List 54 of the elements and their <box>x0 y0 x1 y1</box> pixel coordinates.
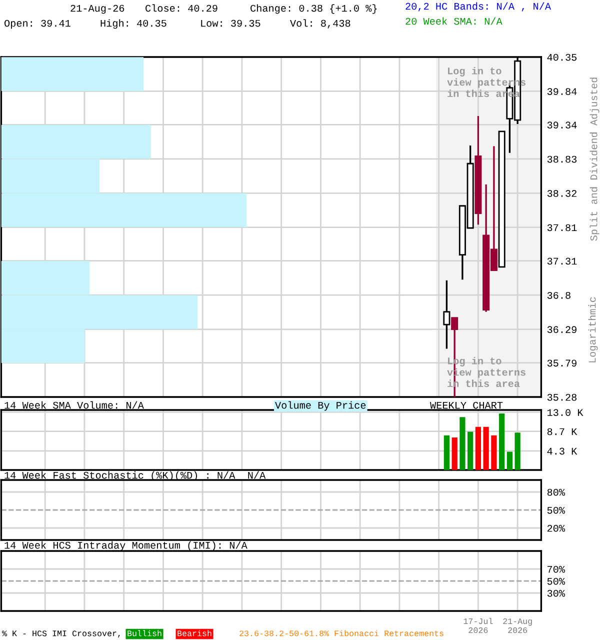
text: Close: 40.29 <box>146 4 218 12</box>
text: WEEKLY CHART <box>430 402 503 409</box>
bar <box>468 432 474 470</box>
text: 20 Week SMA: N/A <box>406 17 502 25</box>
bar <box>491 435 497 470</box>
x-tick-label: 21-Aug 2026 <box>503 618 532 634</box>
y-tick-label: 37.31 <box>547 258 577 265</box>
text: Bullish <box>128 630 162 636</box>
bar <box>506 452 513 470</box>
bar <box>452 438 458 470</box>
bar <box>499 414 505 470</box>
text: High: 40.35 <box>100 19 166 29</box>
y-tick-label: 70% <box>548 566 566 573</box>
y-tick-label: 40.35 <box>547 54 577 61</box>
text: 23.6-38.2-50-61.8% Fibonacci Retracements <box>240 630 444 636</box>
text: Open: 39.41 <box>4 20 70 29</box>
y-tick-label: 30% <box>547 590 566 597</box>
chart-title: 14 Week HCS Intraday Momentum (IMI): N/A <box>4 541 248 551</box>
text: % K - HCS IMI Crossover, <box>2 630 120 638</box>
text: Logarithmic <box>588 297 598 362</box>
bar <box>444 435 450 470</box>
text: Vol: 8,438 <box>290 19 350 28</box>
y-tick-label: 50% <box>547 506 566 514</box>
y-tick-label: 38.32 <box>547 190 576 197</box>
text: Low: 39.35 <box>201 20 260 27</box>
y-tick-label: 20% <box>547 524 566 532</box>
y-tick-label: 36.8 <box>547 292 570 299</box>
bar <box>475 426 482 470</box>
text: Bearish <box>178 630 212 636</box>
bar <box>1 57 144 92</box>
y-tick-label: 35.28 <box>547 394 577 401</box>
y-tick-label: 35.79 <box>547 360 576 367</box>
y-tick-label: 13.0 K <box>547 409 584 416</box>
y-axis-title: Split and Dividend Adjusted <box>590 78 600 241</box>
y-tick-label: 80% <box>547 488 566 496</box>
bar <box>514 432 520 470</box>
y-tick-label: 36.29 <box>547 326 576 334</box>
y-tick-label: 39.34 <box>547 122 577 129</box>
y-tick-label: 8.7 K <box>547 428 578 436</box>
bar <box>483 426 489 470</box>
annotation: Volume By Price <box>275 401 366 411</box>
x-tick-label: 17-Jul 2026 <box>464 618 493 634</box>
y-tick-label: 37.81 <box>547 224 577 232</box>
candlestick <box>443 279 450 350</box>
text: 20,2 HC Bands: N/A , N/A <box>406 2 552 12</box>
text: Change: 0.38 {+1.0 %} <box>250 4 377 14</box>
text: 21-Aug-26 <box>70 4 124 14</box>
y-tick-label: 38.83 <box>547 156 577 163</box>
bar <box>460 417 466 470</box>
chart-title: 14 Week SMA Volume: N/A <box>4 401 144 409</box>
y-tick-label: 4.3 K <box>547 448 578 455</box>
y-tick-label: 39.84 <box>547 88 577 95</box>
chart-title: 14 Week Fast Stochastic (%K)(%D) : N/A N/A <box>4 471 266 481</box>
y-tick-label: 50% <box>547 578 566 585</box>
